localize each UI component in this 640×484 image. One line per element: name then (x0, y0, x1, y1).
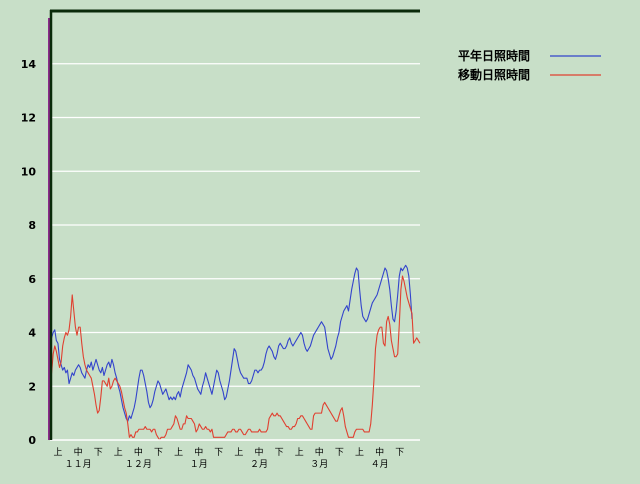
y-tick-label: 14 (21, 58, 37, 71)
x-tick-label: 中 (134, 446, 143, 458)
y-tick-label: 6 (28, 273, 36, 286)
x-tick-label: 中 (375, 446, 384, 458)
month-label: １２月 (125, 459, 152, 470)
x-tick-label: 下 (395, 448, 404, 458)
x-tick-label: 上 (234, 447, 243, 458)
y-tick-label: 8 (28, 219, 36, 232)
x-tick-label: 下 (94, 448, 103, 458)
x-tick-label: 上 (174, 447, 183, 458)
x-tick-label: 中 (315, 446, 324, 458)
series-line-moving (49, 275, 421, 441)
y-tick-label: 4 (28, 327, 36, 340)
x-tick-label: 上 (295, 447, 304, 458)
y-tick-label: 10 (21, 165, 37, 178)
month-label: ２月 (250, 459, 268, 470)
x-tick-label: 中 (194, 446, 203, 458)
month-label: １月 (190, 459, 208, 470)
x-tick-label: 下 (154, 448, 163, 458)
month-label: ４月 (371, 459, 389, 470)
x-tick-label: 上 (53, 447, 62, 458)
legend-label: 移動日照時間 (458, 67, 530, 82)
x-tick-label: 下 (335, 448, 344, 458)
month-label: １１月 (65, 459, 92, 470)
y-tick-label: 2 (28, 380, 36, 393)
x-tick-label: 下 (275, 448, 284, 458)
x-tick-label: 中 (254, 446, 263, 458)
x-tick-label: 上 (114, 447, 123, 458)
x-tick-label: 上 (355, 447, 364, 458)
legend-label: 平年日照時間 (458, 48, 530, 63)
month-label: ３月 (310, 459, 328, 470)
y-tick-label: 12 (21, 112, 36, 125)
series-line-normal (49, 264, 413, 422)
x-tick-label: 下 (214, 448, 223, 458)
y-tick-label: 0 (28, 434, 36, 447)
x-tick-label: 中 (74, 446, 83, 458)
